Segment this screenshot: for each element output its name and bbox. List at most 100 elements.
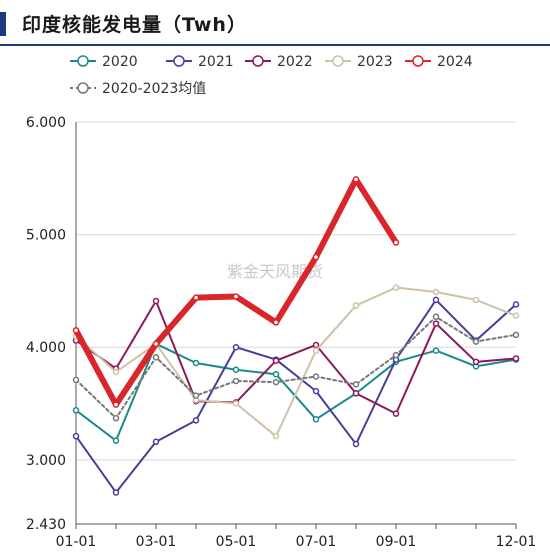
legend-item-2023[interactable]: 2023 <box>325 54 393 70</box>
data-point <box>192 294 200 301</box>
x-tick-label: 09-01 <box>376 534 417 550</box>
x-tick-label: 12-01 <box>496 534 537 550</box>
title-bar: 印度核能发电量（Twh） <box>0 0 550 46</box>
series-group <box>72 176 520 496</box>
series-line <box>75 315 517 420</box>
y-tick-label: 5.000 <box>26 228 66 244</box>
data-point <box>272 378 280 386</box>
data-point <box>432 296 440 304</box>
data-point <box>152 340 160 348</box>
y-tick-label: 3.000 <box>26 453 66 469</box>
data-point <box>512 301 520 308</box>
legend-marker <box>412 55 424 67</box>
data-point <box>232 343 240 351</box>
data-point <box>112 401 120 408</box>
data-point <box>352 381 360 388</box>
series-line <box>75 298 517 494</box>
legend-label: 2023 <box>357 54 393 70</box>
axes: 2.430 3.000 4.000 5.000 6.000 01-01 03-01 05-01… <box>26 115 536 550</box>
title-accent <box>0 12 6 36</box>
legend-label: 2020 <box>102 54 138 70</box>
data-point <box>312 416 320 423</box>
data-point <box>312 387 320 395</box>
data-point <box>312 347 320 354</box>
data-point <box>432 288 440 296</box>
legend: 2020 2021 2022 2023 2024 2020-2023均值 <box>70 54 473 97</box>
data-point <box>232 293 240 300</box>
series-line <box>75 342 517 442</box>
data-point <box>112 437 120 444</box>
data-point <box>72 432 80 440</box>
x-tick-label: 07-01 <box>296 534 337 550</box>
data-point <box>272 319 280 326</box>
data-point <box>392 284 400 291</box>
legend-marker <box>252 55 264 67</box>
data-point <box>432 347 440 354</box>
grid-lines <box>76 121 516 461</box>
data-point <box>152 354 160 361</box>
data-point <box>312 373 320 380</box>
data-point <box>232 377 240 385</box>
data-point <box>392 239 400 246</box>
data-point <box>112 368 120 376</box>
data-point <box>112 414 120 422</box>
data-point <box>512 355 520 362</box>
data-point <box>472 358 480 366</box>
data-point <box>72 376 80 384</box>
data-point <box>272 432 280 440</box>
legend-item-2022[interactable]: 2022 <box>245 54 313 70</box>
data-point <box>72 407 80 414</box>
data-point <box>272 370 280 378</box>
series-2023 <box>72 284 520 440</box>
legend-label: 2020-2023均值 <box>102 81 206 97</box>
data-point <box>152 438 160 446</box>
data-point <box>352 176 360 183</box>
legend-label: 2024 <box>437 54 473 70</box>
legend-item-2024[interactable]: 2024 <box>405 54 473 70</box>
x-tick-label: 01-01 <box>56 534 97 550</box>
data-point <box>512 312 520 319</box>
data-point <box>472 296 480 304</box>
legend-item-2021[interactable]: 2021 <box>166 54 234 70</box>
legend-marker <box>332 55 344 67</box>
data-point <box>192 392 200 399</box>
data-point <box>392 351 400 359</box>
series-line <box>75 300 517 415</box>
data-point <box>472 338 480 345</box>
legend-item-2020-2023均值[interactable]: 2020-2023均值 <box>70 81 206 97</box>
title-rule <box>0 44 550 46</box>
data-point <box>512 331 520 339</box>
legend-marker <box>77 55 89 67</box>
data-point <box>352 440 360 448</box>
data-point <box>392 410 400 417</box>
legend-label: 2021 <box>198 54 234 70</box>
x-tick-label: 05-01 <box>216 534 257 550</box>
series-2024 <box>72 176 400 408</box>
legend-marker <box>77 82 89 94</box>
y-tick-label: 6.000 <box>26 115 66 131</box>
data-point <box>272 357 280 364</box>
chart-title: 印度核能发电量（Twh） <box>22 14 247 36</box>
x-tick-label: 03-01 <box>136 534 177 550</box>
y-tick-label: 2.430 <box>26 517 66 533</box>
legend-label: 2022 <box>277 54 313 70</box>
data-point <box>232 400 240 407</box>
data-point <box>232 366 240 373</box>
data-point <box>72 327 80 334</box>
data-point <box>432 320 440 327</box>
data-point <box>432 313 440 321</box>
legend-marker <box>173 55 185 67</box>
data-point <box>192 359 200 367</box>
data-point <box>352 302 360 309</box>
data-point <box>312 341 320 349</box>
data-point <box>192 417 200 424</box>
legend-item-2020[interactable]: 2020 <box>70 54 138 70</box>
data-point <box>352 390 360 397</box>
y-tick-label: 4.000 <box>26 340 66 356</box>
data-point <box>112 489 120 496</box>
data-point <box>312 253 320 261</box>
data-point <box>152 297 160 305</box>
series-2020-2023均值 <box>72 313 520 422</box>
watermark-text: 紫金天风期货 <box>227 262 323 281</box>
